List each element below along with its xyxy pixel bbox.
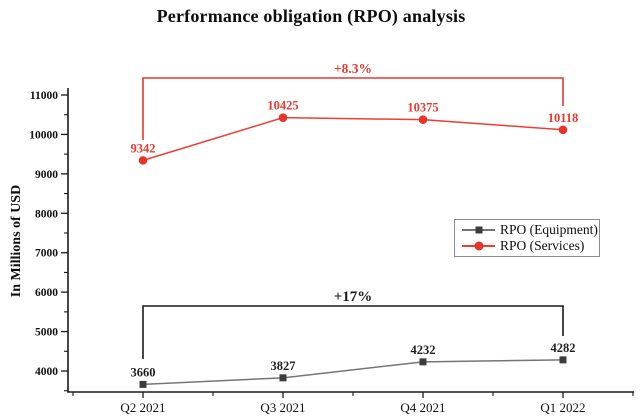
y-tick-label: 5000	[35, 327, 58, 339]
data-label: 4282	[551, 341, 576, 355]
series-line	[142, 116, 564, 162]
data-label: 10375	[407, 101, 438, 115]
legend-label-services: RPO (Services)	[500, 238, 585, 254]
series-line	[142, 359, 564, 386]
annotation-bracket	[142, 77, 564, 140]
y-tick-label: 4000	[35, 366, 58, 378]
legend-item-services: RPO (Services)	[462, 239, 594, 253]
data-point-square	[279, 374, 287, 382]
data-point-circle	[418, 115, 428, 124]
data-point-circle	[558, 125, 568, 135]
equipment-line-sample-icon	[462, 225, 495, 235]
y-tick-label: 9000	[35, 169, 58, 181]
chart-title: Performance obligation (RPO) analysis	[156, 6, 466, 26]
data-point-square	[559, 356, 567, 364]
legend: RPO (Equipment) RPO (Services)	[454, 219, 600, 257]
data-label: 4232	[411, 343, 436, 357]
annotation-bracket	[142, 305, 564, 359]
y-tick-label: 7000	[35, 248, 58, 260]
y-tick-label: 10000	[29, 129, 58, 141]
data-point-square	[139, 380, 147, 388]
data-label: 10118	[548, 111, 579, 125]
y-tick-label: 8000	[35, 208, 58, 220]
data-label: 10425	[267, 99, 298, 113]
data-point-circle	[138, 156, 148, 165]
services-line-sample-icon	[462, 241, 495, 251]
legend-item-equipment: RPO (Equipment)	[462, 223, 598, 237]
data-point-circle	[278, 113, 288, 122]
x-tick-label: Q3 2021	[260, 400, 305, 415]
data-label: 9342	[131, 141, 156, 155]
data-label: 3827	[271, 359, 296, 373]
x-tick-label: Q2 2021	[120, 400, 165, 415]
axis-lines	[67, 88, 634, 393]
equipment-square-marker-icon	[475, 226, 482, 234]
x-tick-label: Q1 2022	[540, 400, 585, 415]
services-circle-marker-icon	[474, 241, 483, 251]
y-tick-label: 6000	[35, 287, 58, 299]
data-point-square	[419, 358, 427, 366]
legend-label-equipment: RPO (Equipment)	[500, 222, 598, 238]
data-label: 3660	[131, 365, 156, 379]
y-tick-label: 11000	[30, 90, 58, 102]
annotation-label: +17%	[334, 289, 373, 305]
x-tick-label: Q4 2021	[400, 400, 445, 415]
annotation-label: +8.3%	[334, 61, 372, 76]
